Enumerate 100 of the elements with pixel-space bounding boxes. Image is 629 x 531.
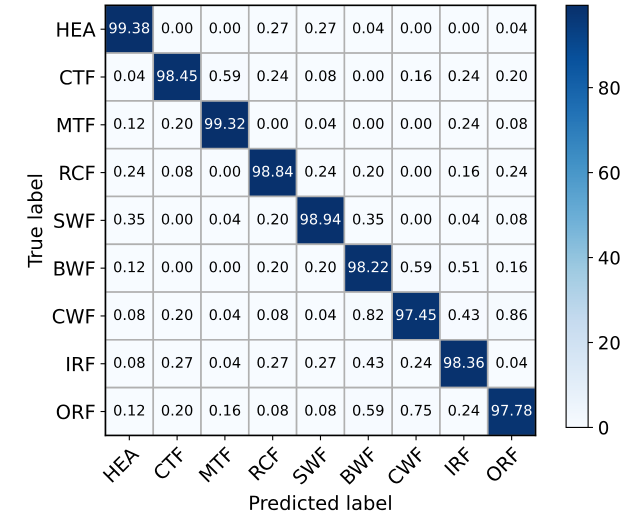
data-label: 0.16 [210,404,240,416]
data-label: 0.04 [352,22,384,34]
data-label: 0.16 [400,70,432,82]
data-label: 0.16 [448,166,480,177]
data-label: 0.20 [257,261,288,272]
data-label: 0.82 [352,309,384,320]
data-label: 0.00 [162,214,192,225]
data-label: 0.08 [162,166,192,177]
color-bar-label: 40 [598,251,620,265]
data-label: 0.24 [257,70,288,82]
x-axis-title: Predicted label [250,495,391,510]
data-label: 0.00 [210,166,240,177]
data-label: 0.08 [257,309,288,320]
data-label: 0.20 [257,214,288,225]
data-label: 0.04 [305,309,336,320]
data-label: 0.35 [352,214,384,225]
y-tick-label: ORF [56,404,95,420]
y-tick-label: IRF [67,356,95,372]
data-label: 0.08 [305,404,336,416]
data-label: 0.00 [400,214,432,225]
data-label: 99.38 [109,22,150,34]
data-label: 0.86 [496,309,527,320]
data-label: 0.59 [210,70,240,82]
data-label: 0.00 [162,22,192,34]
data-label: 98.36 [444,356,484,368]
color-bar-label: 0 [599,420,608,435]
y-tick-label: SWF [54,213,95,228]
data-label: 0.00 [448,22,480,34]
data-label: 0.08 [496,118,527,130]
data-label: 98.94 [300,214,341,225]
data-label: 0.00 [352,70,384,82]
data-label: 0.24 [448,70,480,82]
y-tick-label: BWF [54,261,95,276]
data-label: 0.00 [352,118,384,130]
color-bar-label: 20 [599,336,620,350]
data-label: 0.20 [162,404,192,416]
y-tick-label: CTF [60,70,95,85]
data-label: 0.12 [114,118,144,130]
color-bar-label: 80 [599,81,620,95]
data-label: 0.04 [210,309,240,320]
y-tick-label: CWF [52,308,95,324]
data-label: 0.04 [448,214,480,225]
data-label: 0.27 [305,356,336,368]
data-label: 0.20 [305,261,336,272]
data-label: 0.20 [496,70,527,82]
data-label: 0.08 [305,70,336,82]
data-label: 0.24 [448,118,480,130]
data-label: 0.20 [162,118,192,130]
data-label: 0.20 [352,166,384,177]
data-label: 98.45 [157,70,197,82]
data-label: 0.27 [305,22,336,34]
data-label: 98.84 [252,166,293,177]
data-label: 0.08 [114,309,145,320]
data-label: 0.00 [400,166,432,177]
x-tick-label: IRF [444,446,474,476]
data-label: 97.45 [396,309,436,320]
y-axis-title: True label [27,174,42,268]
data-label: 0.24 [400,356,432,368]
y-tick-label: HEA [57,22,96,37]
x-tick-label: HEA [102,446,140,483]
data-label: 0.51 [448,261,479,272]
data-label: 0.04 [210,356,240,368]
data-label: 0.59 [400,261,432,272]
x-tick-label: CTF [152,446,187,481]
data-label: 0.08 [114,356,145,368]
data-label: 0.35 [114,214,144,225]
data-label: 0.75 [400,404,432,416]
data-label: 0.24 [448,404,480,416]
data-label: 0.59 [352,404,384,416]
data-label: 0.04 [305,118,336,130]
data-label: 0.04 [114,70,145,82]
data-label: 97.78 [492,404,532,416]
data-label: 98.22 [348,261,388,272]
data-label: 0.16 [496,261,527,272]
data-label: 0.24 [114,166,145,177]
data-label: 0.04 [210,214,240,225]
data-label: 0.08 [496,214,527,225]
data-label: 0.04 [496,356,528,368]
y-tick-label: RCF [60,166,95,180]
data-label: 0.27 [257,22,288,34]
data-label: 99.32 [204,118,244,130]
data-label: 0.00 [210,22,240,34]
data-label: 0.00 [162,261,192,272]
data-label: 0.12 [114,261,144,272]
color-bar-label: 60 [599,166,620,180]
data-label: 0.20 [162,309,192,320]
data-label: 0.00 [400,118,432,130]
data-label: 0.43 [448,309,479,320]
data-label: 0.04 [496,22,528,34]
data-label: 0.00 [400,22,432,34]
data-label: 0.12 [114,404,144,416]
data-label: 0.43 [352,356,384,368]
data-label: 0.08 [257,404,288,416]
data-label: 0.24 [305,166,336,177]
data-label: 0.00 [210,261,240,272]
y-tick-label: MTF [58,118,95,132]
data-label: 0.27 [162,356,192,368]
data-label: 0.27 [257,356,288,368]
data-label: 0.00 [257,118,288,130]
data-label: 0.24 [496,166,528,177]
